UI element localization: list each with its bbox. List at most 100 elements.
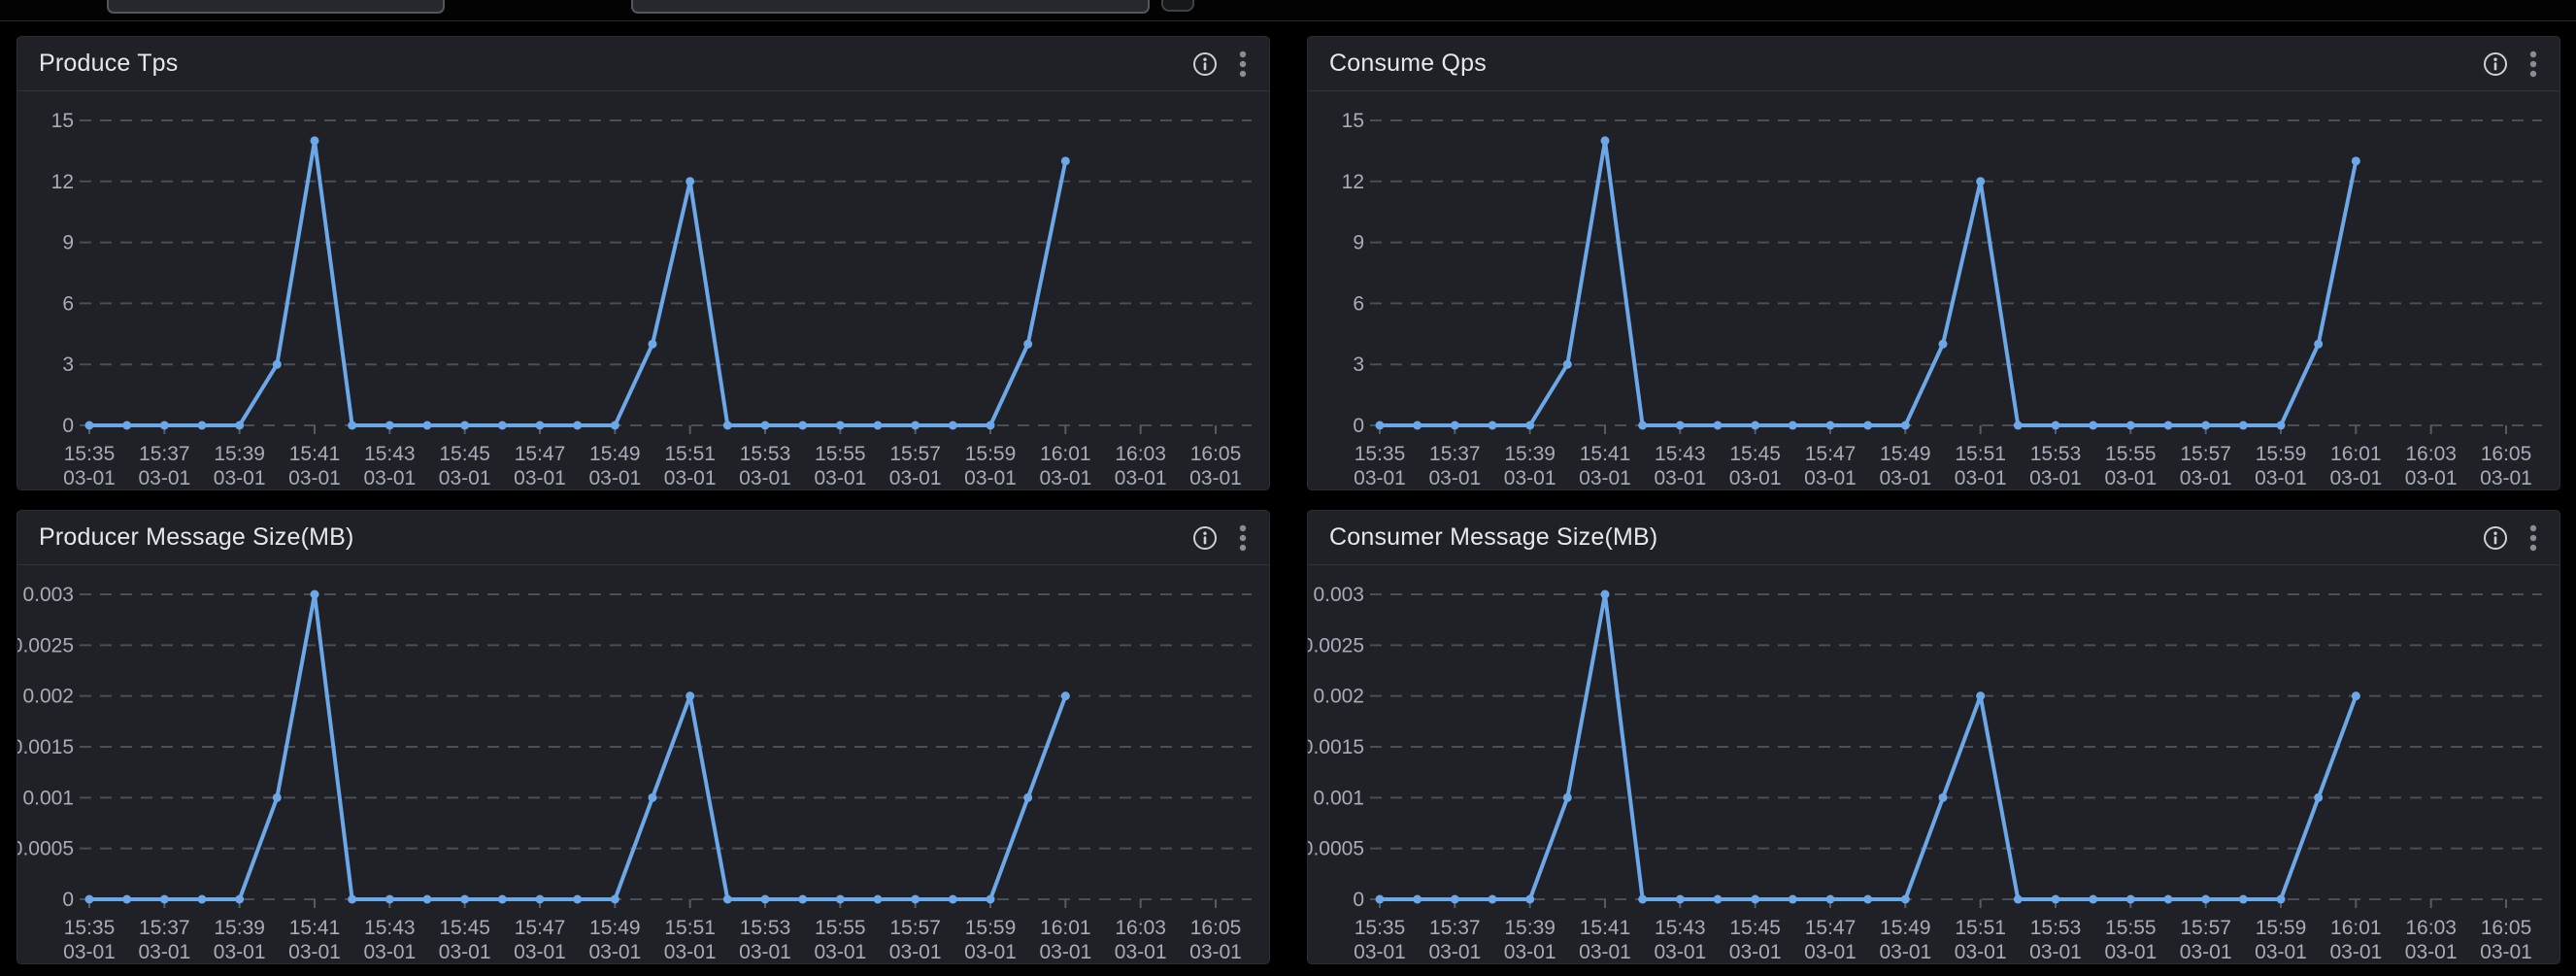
svg-text:15:53: 15:53 xyxy=(2030,443,2082,465)
svg-text:16:05: 16:05 xyxy=(1190,443,1242,465)
svg-text:03-01: 03-01 xyxy=(214,941,266,963)
svg-text:16:03: 16:03 xyxy=(2405,917,2457,939)
svg-text:15:41: 15:41 xyxy=(1580,443,1631,465)
svg-text:15:59: 15:59 xyxy=(2256,917,2307,939)
svg-text:03-01: 03-01 xyxy=(1504,941,1556,963)
svg-text:03-01: 03-01 xyxy=(964,467,1017,489)
toolbar-filter-input-1[interactable] xyxy=(107,0,445,14)
svg-text:0.0025: 0.0025 xyxy=(17,634,74,656)
svg-text:03-01: 03-01 xyxy=(1189,467,1242,489)
svg-text:12: 12 xyxy=(51,171,74,193)
info-icon[interactable] xyxy=(2482,50,2509,78)
svg-text:03-01: 03-01 xyxy=(1039,467,1091,489)
toolbar-filter-input-2[interactable] xyxy=(631,0,1150,14)
panel-actions xyxy=(2482,50,2538,79)
svg-text:0: 0 xyxy=(62,889,74,911)
svg-text:6: 6 xyxy=(62,292,74,315)
svg-text:03-01: 03-01 xyxy=(1579,467,1631,489)
panel-actions xyxy=(1191,50,1248,79)
kebab-menu-icon[interactable] xyxy=(1238,50,1248,79)
svg-text:15:43: 15:43 xyxy=(364,443,416,465)
svg-text:0.0015: 0.0015 xyxy=(17,736,74,758)
dashboard-grid: Produce Tps 0 3 6 9 12 15 15:35 03-01 15:37 03-01… xyxy=(0,21,2576,976)
panel-consumer-message-size: Consumer Message Size(MB) 0 0.0005 0.001 0.… xyxy=(1307,510,2560,964)
svg-text:0.0015: 0.0015 xyxy=(1308,736,1364,758)
line-chart-consume-qps[interactable]: 0 3 6 9 12 15 15:35 03-01 15:37 03-01 15:39 03-01 15… xyxy=(1308,91,2559,489)
svg-text:03-01: 03-01 xyxy=(2329,941,2382,963)
svg-text:03-01: 03-01 xyxy=(2029,467,2082,489)
svg-text:03-01: 03-01 xyxy=(2255,941,2307,963)
svg-text:0: 0 xyxy=(1353,415,1364,437)
svg-text:15:49: 15:49 xyxy=(589,443,641,465)
kebab-menu-icon[interactable] xyxy=(2528,523,2538,553)
svg-text:9: 9 xyxy=(62,232,74,254)
svg-text:15:47: 15:47 xyxy=(1805,917,1857,939)
svg-text:12: 12 xyxy=(1342,171,1364,193)
svg-text:15:39: 15:39 xyxy=(1504,917,1556,939)
info-icon[interactable] xyxy=(1191,524,1219,552)
svg-text:15:59: 15:59 xyxy=(965,917,1017,939)
svg-text:03-01: 03-01 xyxy=(1428,941,1481,963)
line-chart-produce-tps[interactable]: 0 3 6 9 12 15 15:35 03-01 15:37 03-01 15:39 03-01 15… xyxy=(17,91,1269,489)
svg-text:03-01: 03-01 xyxy=(63,467,116,489)
info-icon[interactable] xyxy=(1191,50,1219,78)
svg-text:0: 0 xyxy=(1353,889,1364,911)
svg-text:03-01: 03-01 xyxy=(1579,941,1631,963)
svg-text:15:49: 15:49 xyxy=(589,917,641,939)
svg-text:03-01: 03-01 xyxy=(1354,467,1406,489)
svg-text:15:55: 15:55 xyxy=(815,443,866,465)
svg-text:03-01: 03-01 xyxy=(1729,941,1782,963)
kebab-menu-icon[interactable] xyxy=(1238,523,1248,553)
svg-text:03-01: 03-01 xyxy=(1654,941,1706,963)
info-icon[interactable] xyxy=(2482,524,2509,552)
panel-title: Producer Message Size(MB) xyxy=(39,523,354,551)
toolbar-button[interactable] xyxy=(1161,0,1194,12)
svg-text:03-01: 03-01 xyxy=(664,467,717,489)
svg-text:03-01: 03-01 xyxy=(588,941,641,963)
svg-text:0.001: 0.001 xyxy=(22,787,74,809)
svg-text:15:41: 15:41 xyxy=(289,443,341,465)
svg-text:16:03: 16:03 xyxy=(1115,443,1166,465)
svg-text:15:45: 15:45 xyxy=(1729,917,1781,939)
svg-text:3: 3 xyxy=(62,353,74,376)
svg-text:15:45: 15:45 xyxy=(439,917,490,939)
svg-text:03-01: 03-01 xyxy=(889,941,942,963)
svg-text:15:47: 15:47 xyxy=(1805,443,1857,465)
svg-text:03-01: 03-01 xyxy=(363,941,416,963)
panel-actions xyxy=(2482,523,2538,553)
svg-text:9: 9 xyxy=(1353,232,1364,254)
svg-text:03-01: 03-01 xyxy=(439,941,491,963)
svg-text:15:37: 15:37 xyxy=(139,917,190,939)
svg-text:15:45: 15:45 xyxy=(439,443,490,465)
svg-text:15:41: 15:41 xyxy=(1580,917,1631,939)
svg-text:0.0005: 0.0005 xyxy=(1308,838,1364,860)
svg-text:15:47: 15:47 xyxy=(515,443,566,465)
svg-text:03-01: 03-01 xyxy=(889,467,942,489)
svg-text:03-01: 03-01 xyxy=(1955,941,2007,963)
svg-text:03-01: 03-01 xyxy=(1504,467,1556,489)
svg-text:15:57: 15:57 xyxy=(2180,443,2231,465)
svg-text:16:05: 16:05 xyxy=(2481,443,2532,465)
svg-text:03-01: 03-01 xyxy=(214,467,266,489)
svg-text:15:57: 15:57 xyxy=(889,443,941,465)
svg-text:15:43: 15:43 xyxy=(1655,917,1706,939)
svg-text:03-01: 03-01 xyxy=(2029,941,2082,963)
kebab-menu-icon[interactable] xyxy=(2528,50,2538,79)
svg-text:0.002: 0.002 xyxy=(1313,686,1364,708)
panel-title: Produce Tps xyxy=(39,50,179,77)
svg-text:16:01: 16:01 xyxy=(1040,443,1091,465)
svg-text:15:55: 15:55 xyxy=(2105,917,2157,939)
svg-text:0.003: 0.003 xyxy=(1313,584,1364,606)
line-chart-consumer-message-size[interactable]: 0 0.0005 0.001 0.0015 0.002 0.0025 0.003 15:35 0… xyxy=(1308,565,2559,963)
line-chart-producer-message-size[interactable]: 0 0.0005 0.001 0.0015 0.002 0.0025 0.003 15:35 0… xyxy=(17,565,1269,963)
svg-text:03-01: 03-01 xyxy=(288,941,341,963)
svg-text:03-01: 03-01 xyxy=(63,941,116,963)
svg-text:15: 15 xyxy=(1342,110,1364,132)
panel-produce-tps: Produce Tps 0 3 6 9 12 15 15:35 03-01 15:37 03-01… xyxy=(17,36,1270,490)
svg-text:03-01: 03-01 xyxy=(1428,467,1481,489)
svg-text:15:57: 15:57 xyxy=(2180,917,2231,939)
svg-text:03-01: 03-01 xyxy=(2255,467,2307,489)
svg-text:03-01: 03-01 xyxy=(1039,941,1091,963)
svg-text:03-01: 03-01 xyxy=(2405,941,2458,963)
svg-text:0.001: 0.001 xyxy=(1313,787,1364,809)
